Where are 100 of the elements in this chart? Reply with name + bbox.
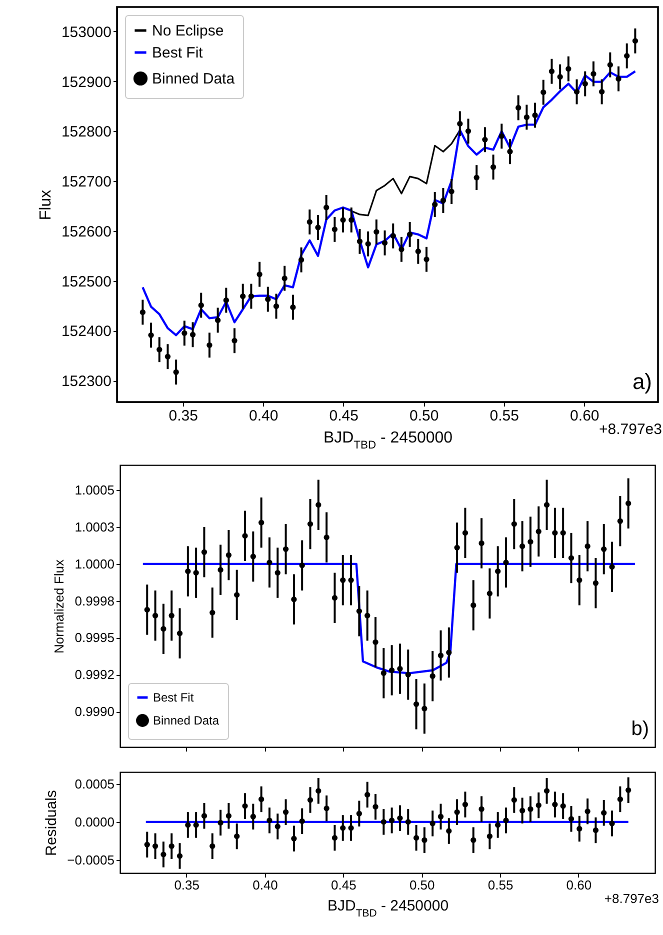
y-axis-title: Normalized Flux: [52, 559, 67, 654]
x-tick-label: 0.50: [410, 408, 439, 424]
point: [364, 792, 370, 798]
point: [457, 120, 463, 127]
point: [266, 560, 272, 566]
point: [332, 595, 338, 601]
point: [242, 803, 248, 809]
y-tick-label: 152600: [61, 223, 112, 240]
point: [405, 672, 411, 678]
point: [424, 256, 430, 262]
point: [582, 80, 588, 87]
y-tick-label: 0.9990: [74, 704, 114, 720]
y-tick-label: 0.9992: [74, 667, 114, 682]
point: [298, 257, 304, 263]
point: [584, 808, 590, 814]
text: +8.797e3: [604, 891, 659, 906]
point: [601, 546, 607, 552]
point: [274, 570, 280, 576]
point: [415, 248, 421, 254]
point: [544, 788, 550, 794]
point: [482, 136, 488, 142]
point: [380, 670, 386, 676]
point: [152, 843, 158, 849]
point: [282, 275, 288, 282]
x-tick-label: 0.45: [329, 408, 358, 424]
point: [557, 74, 563, 80]
point: [190, 332, 196, 338]
point: [160, 852, 166, 858]
point: [258, 796, 264, 802]
y-tick-label: −0.0005: [67, 852, 114, 868]
point: [234, 833, 240, 840]
point: [299, 562, 305, 568]
point: [609, 564, 615, 570]
point: [144, 606, 150, 613]
point: [540, 89, 546, 96]
point: [495, 568, 501, 574]
y-axis-title: Flux: [37, 190, 54, 220]
x-axis-title: BJD$_{TBD}$ - 2450000: [323, 430, 453, 452]
point: [544, 502, 550, 508]
y-tick-label: 152500: [61, 273, 112, 290]
point: [250, 814, 256, 820]
point: [598, 88, 605, 95]
point: [440, 198, 446, 204]
point: [382, 240, 388, 246]
point: [576, 826, 582, 832]
point: [430, 673, 436, 679]
point: [218, 567, 224, 573]
point: [307, 521, 314, 527]
point: [324, 805, 330, 812]
point: [299, 818, 305, 824]
point: [470, 837, 476, 843]
point: [214, 317, 221, 324]
point: [156, 346, 162, 352]
point: [568, 816, 574, 822]
legend-label: Binned Data: [153, 714, 220, 728]
point: [617, 796, 624, 802]
point: [273, 303, 280, 310]
point: [568, 555, 574, 561]
y-tick-label: 152300: [61, 373, 112, 390]
point: [356, 608, 362, 614]
point: [465, 128, 472, 134]
point: [478, 540, 484, 546]
point: [365, 241, 371, 247]
point: [422, 706, 428, 712]
x-tick-label: 0.40: [252, 878, 278, 892]
y-axis-title: Residuals: [43, 790, 60, 856]
point: [348, 577, 354, 583]
point: [624, 53, 630, 59]
point: [140, 309, 146, 316]
point: [438, 814, 444, 820]
x-tick-label: 0.60: [566, 878, 592, 892]
point: [148, 332, 154, 338]
annotation: b): [631, 718, 649, 740]
point: [406, 232, 413, 238]
point: [454, 809, 460, 815]
point: [144, 842, 150, 848]
point: [574, 88, 580, 95]
y-tick-label: 152700: [61, 174, 112, 191]
point: [519, 808, 526, 814]
point: [498, 133, 504, 139]
point: [552, 530, 558, 536]
point: [532, 112, 538, 118]
point: [198, 302, 204, 308]
annotation: a): [632, 369, 652, 394]
point: [486, 833, 493, 840]
point: [462, 802, 468, 808]
y-tick-label: 1.0003: [74, 520, 114, 535]
point: [626, 787, 632, 793]
point: [218, 820, 224, 826]
point: [511, 797, 517, 803]
point: [182, 330, 188, 336]
point: [168, 843, 174, 849]
point: [265, 296, 271, 302]
point: [592, 580, 599, 586]
point: [223, 297, 229, 304]
point: [474, 174, 480, 180]
point: [448, 188, 454, 194]
point: [242, 533, 248, 539]
point: [176, 853, 183, 859]
point: [380, 819, 386, 825]
